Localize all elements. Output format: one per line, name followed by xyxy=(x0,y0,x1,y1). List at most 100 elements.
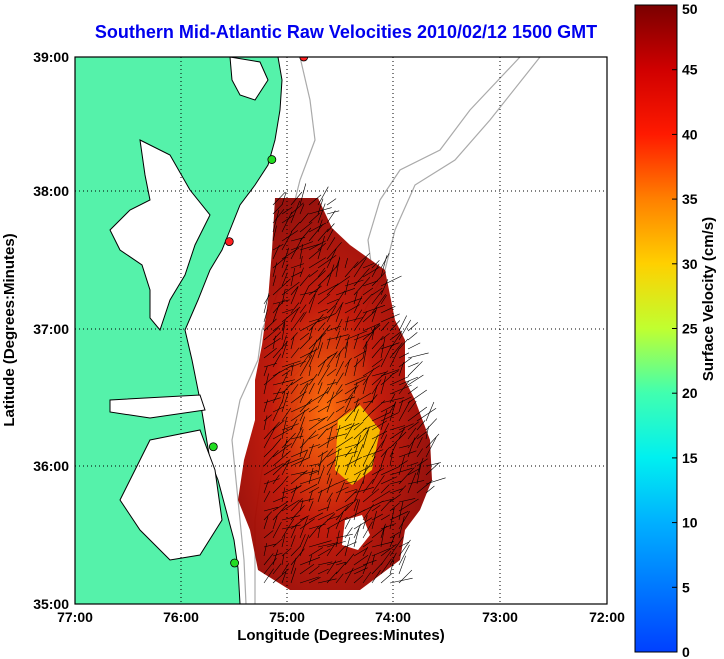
velocity-vector xyxy=(263,463,284,476)
velocity-vector xyxy=(263,347,277,359)
velocity-vector xyxy=(281,309,293,314)
velocity-vector xyxy=(272,225,277,242)
velocity-vector xyxy=(299,244,303,260)
velocity-vector xyxy=(353,438,364,449)
velocity-vector xyxy=(380,449,388,467)
velocity-vector xyxy=(362,515,368,530)
velocity-vector xyxy=(380,466,400,476)
velocity-vector xyxy=(335,406,345,413)
velocity-vector xyxy=(308,418,326,431)
velocity-vector xyxy=(317,568,329,575)
velocity-vector xyxy=(272,563,282,575)
velocity-vector xyxy=(425,485,435,494)
velocity-vector xyxy=(308,339,318,359)
lon-tick: 75:00 xyxy=(269,609,305,625)
velocity-vector xyxy=(308,565,320,575)
velocity-vector xyxy=(272,341,288,359)
velocity-vector xyxy=(308,365,312,377)
velocity-vector xyxy=(335,451,358,458)
velocity-vector xyxy=(353,358,358,377)
velocity-vector xyxy=(353,295,363,314)
velocity-vector xyxy=(263,449,279,467)
velocity-vector xyxy=(290,485,298,503)
velocity-vector xyxy=(317,334,323,350)
velocity-vector xyxy=(371,510,377,530)
velocity-vector xyxy=(299,332,310,341)
velocity-vector xyxy=(281,373,288,386)
velocity-vector xyxy=(272,552,283,557)
velocity-vector xyxy=(362,376,369,395)
velocity-vector xyxy=(380,523,397,530)
velocity-vector xyxy=(362,540,373,548)
velocity-vector xyxy=(344,261,359,278)
velocity-vector xyxy=(371,420,388,431)
velocity-vector xyxy=(281,487,286,503)
velocity-vector xyxy=(362,368,375,386)
velocity-vector xyxy=(263,327,279,341)
velocity-vector xyxy=(371,323,381,332)
lat-tick: 35:00 xyxy=(33,596,69,612)
velocity-vector xyxy=(371,453,376,467)
pamlico-sound xyxy=(119,429,223,561)
velocity-vector xyxy=(398,511,410,530)
velocity-vector xyxy=(317,513,336,530)
velocity-vector xyxy=(371,344,384,359)
velocity-vector xyxy=(344,357,352,368)
velocity-vector xyxy=(335,351,341,368)
velocity-vector xyxy=(389,384,412,395)
velocity-vector xyxy=(326,337,331,350)
grid xyxy=(75,57,607,604)
lon-tick: 73:00 xyxy=(482,609,518,625)
velocity-vector xyxy=(272,365,293,377)
velocity-vector xyxy=(308,405,319,413)
velocity-vector xyxy=(425,462,440,476)
velocity-vector xyxy=(299,409,306,422)
velocity-vector xyxy=(398,501,404,521)
velocity-vector xyxy=(353,378,366,386)
velocity-vector xyxy=(317,382,323,395)
velocity-vector xyxy=(335,562,347,575)
lat-tick: 36:00 xyxy=(33,458,69,474)
velocity-vector xyxy=(326,210,340,215)
velocity-vector xyxy=(281,214,294,224)
velocity-vector xyxy=(299,290,318,296)
delaware-bay xyxy=(229,57,269,101)
velocity-vector xyxy=(362,504,374,521)
velocity-vector xyxy=(398,541,409,548)
velocity-vector xyxy=(290,471,307,476)
velocity-vector xyxy=(362,409,375,422)
velocity-vector xyxy=(290,221,301,233)
velocity-vector xyxy=(389,348,400,368)
velocity-vector xyxy=(389,451,393,467)
velocity-vector xyxy=(344,455,353,476)
velocity-vector xyxy=(371,290,383,305)
velocity-vector xyxy=(380,434,388,449)
velocity-vector xyxy=(371,465,383,485)
velocity-vector xyxy=(344,498,358,512)
velocity-vector xyxy=(416,448,423,458)
velocity-vector xyxy=(281,381,294,395)
velocity-vector xyxy=(290,241,314,251)
velocity-vector xyxy=(272,299,290,305)
velocity-vector xyxy=(326,351,338,368)
velocity-vector xyxy=(290,548,305,566)
velocity-vector xyxy=(326,305,337,323)
velocity-vector xyxy=(353,472,361,485)
velocity-vector xyxy=(272,244,280,260)
velocity-vector xyxy=(281,391,289,413)
velocity-vector xyxy=(281,563,290,575)
velocity-vector xyxy=(308,207,332,215)
velocity-vector xyxy=(335,335,342,350)
velocity-vector xyxy=(281,432,296,449)
velocity-vector xyxy=(389,428,405,440)
velocity-vector xyxy=(281,458,291,476)
velocity-vector xyxy=(344,537,351,557)
map-title: Southern Mid-Atlantic Raw Velocities 201… xyxy=(94,22,598,42)
velocity-vector xyxy=(380,342,400,350)
velocity-vector xyxy=(344,567,354,584)
velocity-vector xyxy=(263,558,277,575)
colorbar-tick-label: 40 xyxy=(682,126,698,142)
velocity-vector xyxy=(398,544,410,566)
velocity-vector xyxy=(317,219,323,233)
chesapeake-bay xyxy=(109,139,211,332)
